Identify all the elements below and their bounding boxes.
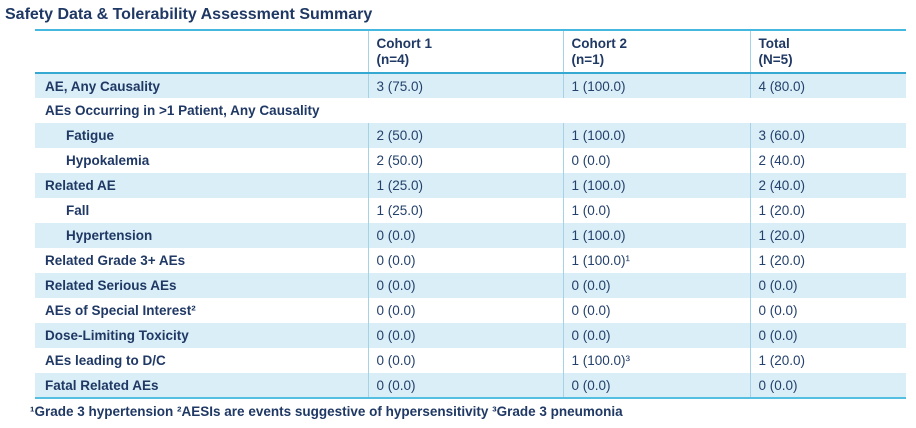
value-cell-cohort2: 1 (100.0)¹	[562, 248, 750, 273]
row-label: Fatal Related AEs	[45, 377, 159, 393]
table-row: Related Grade 3+ AEs 0 (0.0) 1 (100.0)¹ …	[35, 248, 906, 273]
table-row: AEs of Special Interest² 0 (0.0) 0 (0.0)…	[35, 298, 906, 323]
value-cell-total: 0 (0.0)	[749, 373, 906, 398]
table-row: Hypertension 0 (0.0) 1 (100.0) 1 (20.0)	[35, 223, 906, 248]
value-cell-cohort2: 0 (0.0)	[562, 373, 750, 398]
table-row: Hypokalemia 2 (50.0) 0 (0.0) 2 (40.0)	[35, 148, 906, 173]
table-row: Dose-Limiting Toxicity 0 (0.0) 0 (0.0) 0…	[35, 323, 906, 348]
value-cell-cohort1: 0 (0.0)	[367, 298, 563, 323]
column-header-line2: (n=4)	[376, 51, 410, 67]
row-label: AEs leading to D/C	[45, 353, 166, 368]
value-cell-total: 2 (40.0)	[749, 173, 906, 198]
value-cell-total: 1 (20.0)	[749, 348, 906, 373]
column-header-line1: Cohort 1	[376, 35, 433, 51]
value-cell-total: 1 (20.0)	[749, 248, 906, 273]
value-cell-cohort2: 1 (100.0)	[562, 73, 750, 98]
column-header-cohort1: Cohort 1 (n=4)	[367, 30, 563, 74]
column-header-line2: (N=5)	[758, 51, 793, 67]
value-cell-total: 4 (80.0)	[749, 73, 906, 98]
row-label: Fatigue	[66, 128, 115, 143]
table-row: Fall 1 (25.0) 1 (0.0) 1 (20.0)	[35, 198, 906, 223]
value-cell-cohort2: 1 (0.0)	[562, 198, 750, 223]
value-cell-cohort2: 0 (0.0)	[562, 298, 750, 323]
row-label: AE, Any Causality	[45, 78, 161, 94]
value-cell-total: 1 (20.0)	[749, 198, 906, 223]
column-header-total: Total (N=5)	[749, 30, 906, 74]
column-header-cohort2: Cohort 2 (n=1)	[562, 30, 750, 74]
table-row: Related Serious AEs 0 (0.0) 0 (0.0) 0 (0…	[35, 273, 906, 298]
safety-summary-table: Cohort 1 (n=4) Cohort 2 (n=1) Total (N=5…	[35, 29, 906, 399]
value-cell-cohort1: 0 (0.0)	[367, 223, 563, 248]
table-header: Cohort 1 (n=4) Cohort 2 (n=1) Total (N=5…	[35, 30, 906, 74]
table-row: AEs leading to D/C 0 (0.0) 1 (100.0)³ 1 …	[35, 348, 906, 373]
table-footnote: ¹Grade 3 hypertension ²AESIs are events …	[30, 404, 623, 419]
table-row: Related AE 1 (25.0) 1 (100.0) 2 (40.0)	[35, 173, 906, 198]
value-cell-cohort1: 0 (0.0)	[367, 323, 563, 348]
value-cell-cohort2: 1 (100.0)	[562, 123, 750, 148]
table-row: Fatigue 2 (50.0) 1 (100.0) 3 (60.0)	[35, 123, 906, 148]
header-row: Cohort 1 (n=4) Cohort 2 (n=1) Total (N=5…	[35, 30, 906, 74]
table-row: AE, Any Causality 3 (75.0) 1 (100.0) 4 (…	[35, 73, 906, 98]
value-cell-cohort1: 0 (0.0)	[367, 348, 563, 373]
table-section-row: AEs Occurring in >1 Patient, Any Causali…	[35, 98, 906, 123]
value-cell-cohort2: 0 (0.0)	[562, 148, 750, 173]
value-cell-cohort1: 1 (25.0)	[367, 173, 563, 198]
value-cell-total: 1 (20.0)	[749, 223, 906, 248]
column-header-line2: (n=1)	[571, 51, 605, 67]
column-header-line1: Total	[758, 35, 790, 51]
value-cell-total: 2 (40.0)	[749, 148, 906, 173]
value-cell-cohort2: 0 (0.0)	[562, 273, 750, 298]
row-label: Fall	[66, 203, 90, 218]
value-cell-cohort1: 2 (50.0)	[367, 123, 563, 148]
row-label: Hypokalemia	[66, 153, 150, 168]
value-cell-total: 0 (0.0)	[749, 273, 906, 298]
value-cell-cohort2: 1 (100.0)	[562, 173, 750, 198]
value-cell-cohort1: 2 (50.0)	[367, 148, 563, 173]
value-cell-cohort1: 0 (0.0)	[367, 373, 563, 398]
value-cell-cohort2: 1 (100.0)³	[562, 348, 750, 373]
value-cell-cohort1: 3 (75.0)	[367, 73, 563, 98]
value-cell-cohort1: 1 (25.0)	[367, 198, 563, 223]
header-empty-cell	[35, 30, 368, 74]
value-cell-cohort1: 0 (0.0)	[367, 273, 563, 298]
value-cell-cohort1: 0 (0.0)	[367, 248, 563, 273]
row-label: Related Grade 3+ AEs	[45, 253, 186, 268]
section-label: AEs Occurring in >1 Patient, Any Causali…	[45, 103, 320, 118]
column-header-line1: Cohort 2	[571, 35, 628, 51]
value-cell-cohort2: 0 (0.0)	[562, 323, 750, 348]
row-label: Hypertension	[66, 228, 153, 243]
row-label: Dose-Limiting Toxicity	[45, 328, 189, 343]
row-label: Related Serious AEs	[45, 278, 177, 293]
value-cell-cohort2: 1 (100.0)	[562, 223, 750, 248]
value-cell-total: 3 (60.0)	[749, 123, 906, 148]
row-label: AEs of Special Interest²	[45, 303, 196, 318]
page-title: Safety Data & Tolerability Assessment Su…	[5, 6, 373, 23]
value-cell-total: 0 (0.0)	[749, 323, 906, 348]
table-row: Fatal Related AEs 0 (0.0) 0 (0.0) 0 (0.0…	[35, 373, 906, 398]
row-label: Related AE	[45, 178, 116, 193]
value-cell-total: 0 (0.0)	[749, 298, 906, 323]
